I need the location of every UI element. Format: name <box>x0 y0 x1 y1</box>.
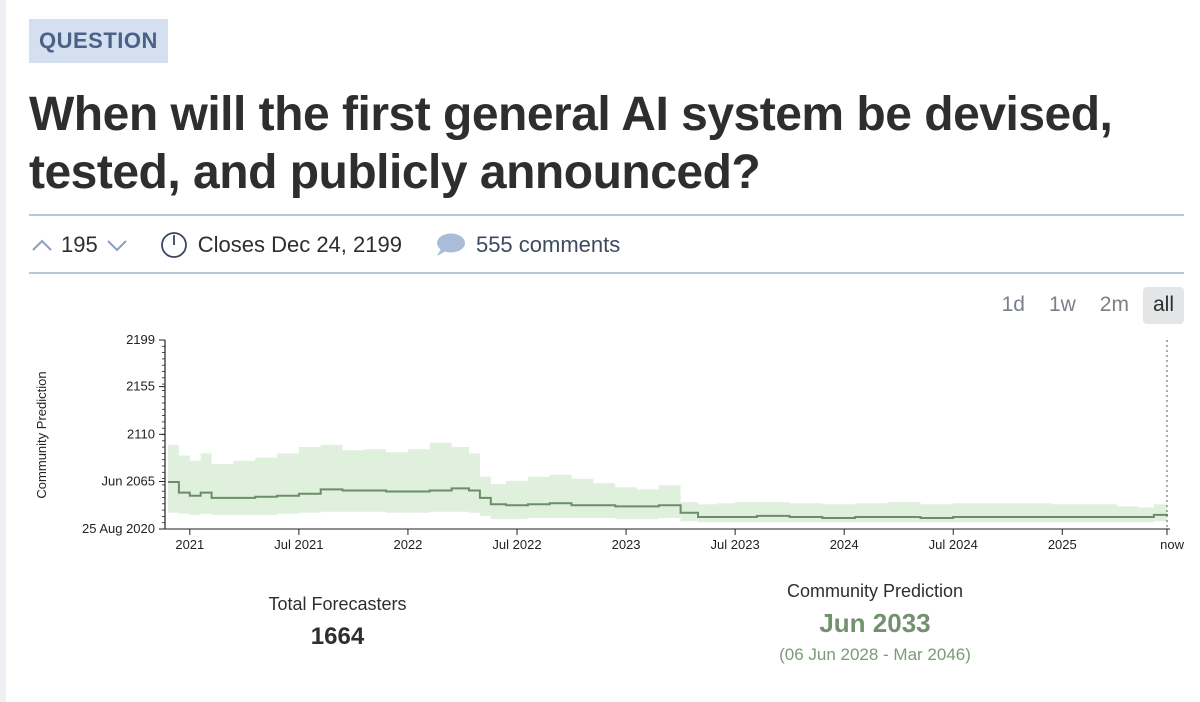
x-tick-label: 2021 <box>175 537 204 552</box>
question-tag: QUESTION <box>29 19 168 63</box>
vote-control: 195 <box>29 232 130 258</box>
x-tick-label: Jul 2024 <box>929 537 978 552</box>
comments-count[interactable]: 555 comments <box>475 232 621 257</box>
vote-count: 195 <box>61 232 98 257</box>
x-ticks: 2021 Jul 2021 2022 Jul 2022 2023 Jul 2023 2024… <box>175 529 1185 552</box>
cp-value: Jun 2033 <box>819 608 931 638</box>
downvote-icon[interactable] <box>104 237 130 253</box>
y-ticks: 2199 2155 2110 Jun 2065 25 Aug 2020 <box>82 332 165 536</box>
range-1d-button[interactable]: 1d <box>1001 293 1025 316</box>
y-tick-label: 25 Aug 2020 <box>82 521 155 536</box>
cp-range: (06 Jun 2028 - Mar 2046) <box>779 645 971 664</box>
x-tick-label: Jul 2023 <box>711 537 760 552</box>
time-range-selector: 1d 1w 2m all <box>992 287 1184 324</box>
median-line <box>168 481 1168 519</box>
range-all-button[interactable]: all <box>1142 287 1184 324</box>
x-tick-label: 2025 <box>1048 537 1077 552</box>
divider-top <box>29 214 1184 216</box>
x-tick-label: 2023 <box>612 537 641 552</box>
question-title: When will the first general AI system be… <box>29 88 1113 199</box>
x-tick-label: 2022 <box>393 537 422 552</box>
forecasters-value: 1664 <box>310 623 365 650</box>
y-tick-label: 2199 <box>126 332 155 347</box>
x-tick-label: 2024 <box>830 537 859 552</box>
divider-bottom <box>29 272 1184 274</box>
comment-icon <box>436 233 465 256</box>
range-1w-button[interactable]: 1w <box>1048 293 1076 316</box>
cp-label: Community Prediction <box>786 581 964 601</box>
x-tick-label: Jul 2021 <box>274 537 323 552</box>
y-tick-label: 2110 <box>127 426 155 441</box>
range-2m-button[interactable]: 2m <box>1099 293 1129 316</box>
forecasters-label: Total Forecasters <box>268 594 407 614</box>
y-tick-label: 2155 <box>126 379 155 394</box>
close-date-text: Closes Dec 24, 2199 <box>197 232 402 257</box>
comments-link[interactable]: 555 comments <box>434 232 620 258</box>
clock-icon <box>160 232 187 258</box>
close-date: Closes Dec 24, 2199 <box>160 231 402 259</box>
community-prediction: Community Prediction Jun 2033 (06 Jun 20… <box>725 581 1025 665</box>
question-meta: 195 Closes Dec 24, 2199 555 comments <box>29 226 620 264</box>
x-tick-label: now <box>1160 537 1184 552</box>
total-forecasters: Total Forecasters 1664 <box>235 594 440 651</box>
prediction-chart: Community Prediction 2199 2155 2110 Jun 206… <box>34 332 1185 552</box>
left-edge <box>0 0 6 702</box>
upvote-icon[interactable] <box>29 237 55 253</box>
x-tick-label: Jul 2022 <box>492 537 541 552</box>
prediction-range-band <box>168 442 1167 523</box>
y-axis-title: Community Prediction <box>34 371 49 498</box>
y-tick-label: Jun 2065 <box>102 473 156 488</box>
